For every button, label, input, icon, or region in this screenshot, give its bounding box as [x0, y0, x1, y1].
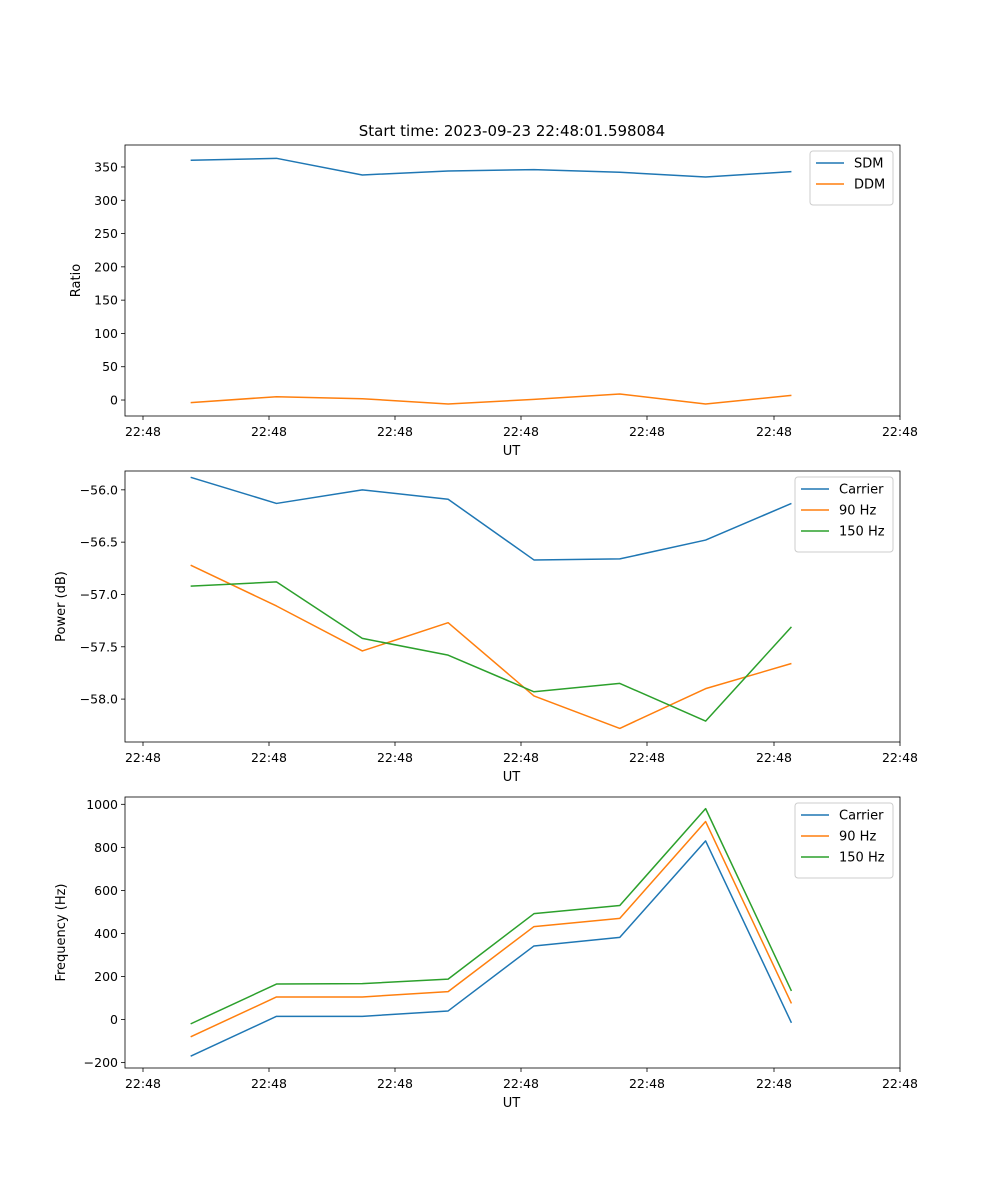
legend: Carrier 90 Hz 150 Hz	[794, 476, 894, 553]
y-tick-label: 1000	[86, 797, 118, 812]
series-line-carrier	[190, 840, 793, 1057]
plots-group: 0 50 100 150 200 250 300 350 22:48 22:48 22:48 22:4…	[54, 144, 918, 1111]
y-tick-label: 150	[94, 293, 118, 308]
y-tick-label: −57.0	[80, 587, 118, 602]
x-axis-label: UT	[503, 444, 521, 459]
y-tick-label: 0	[110, 393, 118, 408]
y-tick-label: −58.0	[80, 692, 118, 707]
y-tick-label: −56.5	[80, 535, 118, 550]
legend-label: 150 Hz	[839, 851, 885, 866]
x-tick-label: 22:48	[251, 424, 287, 439]
legend-label: Carrier	[839, 809, 884, 824]
x-tick-label: 22:48	[251, 1076, 287, 1091]
y-tick-label: −200	[84, 1055, 118, 1070]
series-line-90-hz	[190, 820, 793, 1038]
x-tick-label: 22:48	[251, 750, 287, 765]
x-tick-label: 22:48	[125, 424, 161, 439]
x-tick-label: 22:48	[503, 1076, 539, 1091]
series-line-150-hz	[190, 807, 793, 1025]
x-axis-label: UT	[503, 1096, 521, 1111]
series-line-carrier	[190, 476, 792, 561]
x-tick-label: 22:48	[377, 750, 413, 765]
axes-frame	[124, 796, 901, 1069]
y-tick-label: 300	[94, 193, 118, 208]
x-tick-label: 22:48	[629, 424, 665, 439]
chart-panel-3: −200 0 200 400 600 800 1000 22:48 22:48 22:48 22:4…	[54, 796, 918, 1111]
y-tick-label: −57.5	[80, 639, 118, 654]
legend-label: 150 Hz	[839, 525, 885, 540]
chart-panel-1: 0 50 100 150 200 250 300 350 22:48 22:48 22:48 22:4…	[69, 144, 918, 459]
x-axis-label: UT	[503, 770, 521, 785]
x-tick-label: 22:48	[756, 424, 792, 439]
series-line-90-hz	[190, 564, 792, 730]
legend-label: SDM	[854, 157, 883, 172]
x-tick-label: 22:48	[503, 424, 539, 439]
figure-title: Start time: 2023-09-23 22:48:01.598084	[359, 122, 665, 140]
y-tick-label: 350	[94, 159, 118, 174]
x-tick-label: 22:48	[882, 424, 918, 439]
x-tick-label: 22:48	[377, 1076, 413, 1091]
legend: SDM DDM	[809, 150, 894, 206]
x-tick-label: 22:48	[629, 750, 665, 765]
series-line-150-hz	[190, 581, 792, 722]
y-tick-label: 50	[102, 359, 118, 374]
legend-label: Carrier	[839, 483, 884, 498]
x-tick-label: 22:48	[756, 1076, 792, 1091]
axes-frame	[124, 144, 901, 417]
legend: Carrier 90 Hz 150 Hz	[794, 802, 894, 879]
series-line-ddm	[190, 393, 792, 405]
y-tick-label: 200	[94, 969, 118, 984]
y-tick-label: 250	[94, 226, 118, 241]
legend-label: 90 Hz	[839, 504, 876, 519]
legend-box	[809, 150, 894, 206]
x-tick-label: 22:48	[882, 750, 918, 765]
x-tick-label: 22:48	[125, 1076, 161, 1091]
axes-frame	[124, 470, 901, 743]
y-tick-label: 200	[94, 259, 118, 274]
y-axis-label: Ratio	[69, 264, 84, 297]
x-tick-label: 22:48	[882, 1076, 918, 1091]
y-tick-label: 0	[110, 1012, 118, 1027]
x-tick-label: 22:48	[125, 750, 161, 765]
legend-label: DDM	[854, 178, 885, 193]
y-tick-label: 800	[94, 840, 118, 855]
y-tick-label: −56.0	[80, 482, 118, 497]
y-axis-label: Frequency (Hz)	[54, 883, 69, 981]
x-tick-label: 22:48	[756, 750, 792, 765]
y-tick-label: 100	[94, 326, 118, 341]
x-tick-label: 22:48	[629, 1076, 665, 1091]
legend-box	[794, 476, 894, 553]
chart-panel-2: −58.0 −57.5 −57.0 −56.5 −56.0 22:48 22:48 22:48…	[54, 470, 918, 785]
y-tick-label: 400	[94, 926, 118, 941]
y-axis-label: Power (dB)	[54, 571, 69, 642]
legend-label: 90 Hz	[839, 830, 876, 845]
legend-box	[794, 802, 894, 879]
x-tick-label: 22:48	[377, 424, 413, 439]
series-line-sdm	[190, 157, 792, 178]
x-tick-label: 22:48	[503, 750, 539, 765]
y-tick-label: 600	[94, 883, 118, 898]
